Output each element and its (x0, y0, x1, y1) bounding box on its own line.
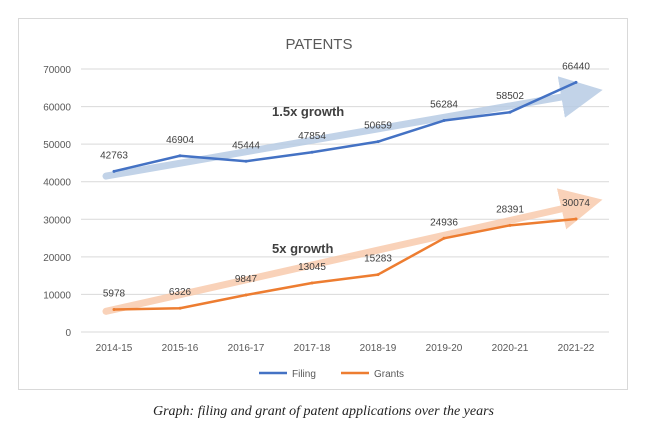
chart-title: PATENTS (286, 36, 353, 53)
x-tick-label: 2016-17 (228, 343, 265, 354)
x-tick-label: 2019-20 (426, 343, 463, 354)
data-label: 42763 (100, 150, 128, 161)
data-point (310, 281, 314, 285)
data-label: 30074 (562, 198, 590, 209)
growth-annotation: 5x growth (272, 241, 333, 256)
data-label: 58502 (496, 91, 524, 102)
legend-label: Filing (292, 369, 316, 380)
data-point (574, 80, 578, 84)
y-tick-label: 70000 (43, 65, 71, 76)
x-tick-label: 2014-15 (96, 343, 133, 354)
data-point (508, 223, 512, 227)
data-point (442, 119, 446, 123)
data-label: 46904 (166, 135, 194, 146)
x-tick-label: 2020-21 (492, 343, 529, 354)
data-label: 6326 (169, 287, 192, 298)
y-tick-label: 40000 (43, 178, 71, 189)
x-tick-label: 2017-18 (294, 343, 331, 354)
data-point (244, 159, 248, 163)
data-label: 50659 (364, 121, 392, 132)
data-label: 28391 (496, 204, 524, 215)
data-label: 5978 (103, 289, 126, 300)
data-label: 66440 (562, 61, 590, 72)
data-point (244, 293, 248, 297)
y-tick-label: 30000 (43, 215, 71, 226)
gridlines (81, 68, 609, 333)
data-label: 9847 (235, 274, 258, 285)
legend-label: Grants (374, 369, 404, 380)
legend: Filing Grants (259, 369, 404, 380)
data-point (310, 150, 314, 154)
x-tick-label: 2018-19 (360, 343, 397, 354)
series-line-grants (112, 217, 578, 311)
data-label: 47854 (298, 131, 326, 142)
y-axis-ticks: 0 10000 20000 30000 40000 50000 60000 70000 (43, 65, 71, 339)
y-tick-label: 10000 (43, 290, 71, 301)
data-label: 45444 (232, 140, 260, 151)
data-label: 24936 (430, 217, 458, 228)
growth-arrows (102, 76, 603, 315)
data-labels: 42763 46904 45444 47854 50659 56284 58502 66440… (100, 61, 590, 299)
data-label: 56284 (430, 100, 458, 111)
data-point (574, 217, 578, 221)
figure-caption: Graph: filing and grant of patent applic… (152, 404, 495, 419)
data-point (508, 110, 512, 114)
data-label: 13045 (298, 262, 326, 273)
x-tick-label: 2015-16 (162, 343, 199, 354)
growth-annotation: 1.5x growth (272, 104, 344, 119)
data-point (178, 306, 182, 310)
data-point (178, 154, 182, 158)
x-axis-ticks: 2014-15 2015-16 2016-17 2017-18 2018-19 2019-… (96, 343, 595, 354)
series-lines (112, 80, 578, 312)
data-point (442, 236, 446, 240)
data-point (376, 273, 380, 277)
data-point (112, 169, 116, 173)
data-point (112, 308, 116, 312)
series-line-filing (112, 81, 578, 173)
y-tick-label: 60000 (43, 103, 71, 114)
y-tick-label: 50000 (43, 140, 71, 151)
data-point (376, 140, 380, 144)
annotations: 1.5x growth 5x growth (272, 104, 344, 256)
patents-line-chart: PATENTS 0 10000 20000 30000 40000 50000 60000 7… (43, 36, 609, 380)
y-tick-label: 0 (65, 328, 71, 339)
x-tick-label: 2021-22 (558, 343, 595, 354)
chart-frame: PATENTS 0 10000 20000 30000 40000 50000 60000 7… (18, 18, 628, 390)
data-label: 15283 (364, 254, 392, 265)
growth-arrow (102, 188, 603, 315)
growth-arrow (102, 76, 603, 180)
y-tick-label: 20000 (43, 253, 71, 264)
